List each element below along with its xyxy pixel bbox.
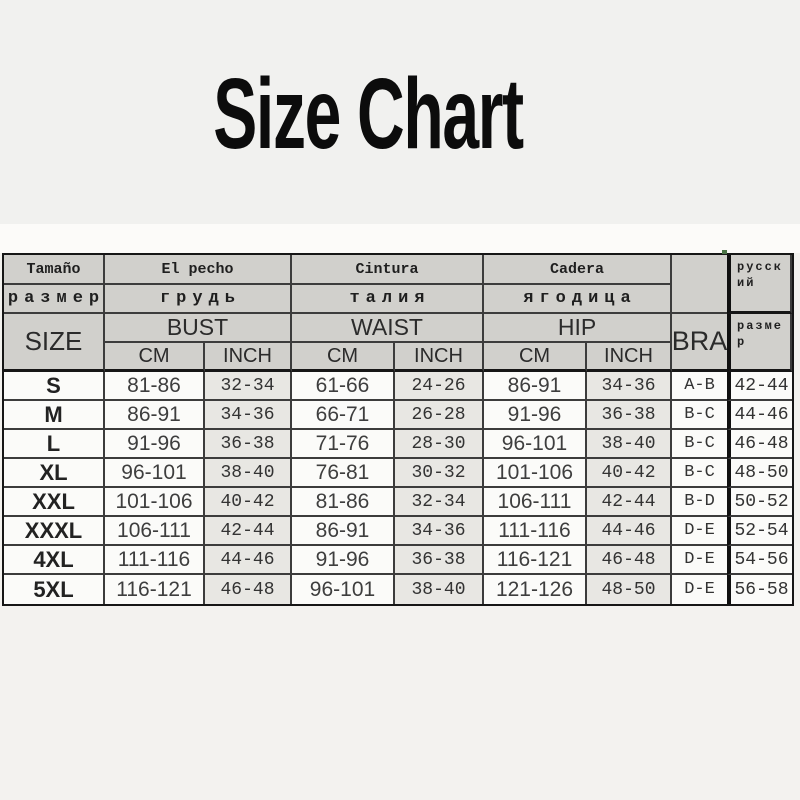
bra-cell: B-D bbox=[672, 488, 727, 517]
ru-cell: 42-44 bbox=[727, 372, 792, 401]
page-background-top bbox=[0, 0, 800, 224]
ru-cell: 46-48 bbox=[727, 430, 792, 459]
header-hip-en: HIP bbox=[484, 314, 672, 343]
header-size-ru: размер bbox=[4, 285, 105, 314]
bust-inch-cell: 36-38 bbox=[205, 430, 292, 459]
bust-cm-cell: 91-96 bbox=[105, 430, 205, 459]
header-hip-es: Cadera bbox=[484, 255, 672, 285]
ru-cell: 44-46 bbox=[727, 401, 792, 430]
empty-header-cell bbox=[672, 255, 727, 314]
ru-cell: 52-54 bbox=[727, 517, 792, 546]
hip-inch-cell: 38-40 bbox=[587, 430, 672, 459]
header-bust-cm: CM bbox=[105, 343, 205, 372]
bust-cm-cell: 106-111 bbox=[105, 517, 205, 546]
size-cell: 5XL bbox=[4, 575, 105, 604]
hip-cm-cell: 86-91 bbox=[484, 372, 587, 401]
header-russian-size: размер bbox=[727, 314, 792, 372]
bra-cell: D-E bbox=[672, 575, 727, 604]
bra-cell: B-C bbox=[672, 401, 727, 430]
size-cell: S bbox=[4, 372, 105, 401]
waist-cm-cell: 61-66 bbox=[292, 372, 395, 401]
bust-cm-cell: 111-116 bbox=[105, 546, 205, 575]
bust-cm-cell: 96-101 bbox=[105, 459, 205, 488]
ru-cell: 56-58 bbox=[727, 575, 792, 604]
waist-inch-cell: 32-34 bbox=[395, 488, 484, 517]
size-cell: XXXL bbox=[4, 517, 105, 546]
hip-cm-cell: 116-121 bbox=[484, 546, 587, 575]
header-waist-cm: CM bbox=[292, 343, 395, 372]
size-cell: L bbox=[4, 430, 105, 459]
bust-inch-cell: 34-36 bbox=[205, 401, 292, 430]
header-bust-inch: INCH bbox=[205, 343, 292, 372]
header-hip-inch: INCH bbox=[587, 343, 672, 372]
header-hip-cm: CM bbox=[484, 343, 587, 372]
hip-inch-cell: 44-46 bbox=[587, 517, 672, 546]
bust-cm-cell: 81-86 bbox=[105, 372, 205, 401]
waist-cm-cell: 76-81 bbox=[292, 459, 395, 488]
bust-inch-cell: 44-46 bbox=[205, 546, 292, 575]
title-underband bbox=[0, 224, 800, 253]
header-hip-ru: ягодица bbox=[484, 285, 672, 314]
size-cell: XL bbox=[4, 459, 105, 488]
hip-cm-cell: 101-106 bbox=[484, 459, 587, 488]
waist-cm-cell: 81-86 bbox=[292, 488, 395, 517]
header-bust-ru: грудь bbox=[105, 285, 292, 314]
waist-inch-cell: 28-30 bbox=[395, 430, 484, 459]
waist-cm-cell: 86-91 bbox=[292, 517, 395, 546]
header-waist-ru: талия bbox=[292, 285, 484, 314]
header-waist-en: WAIST bbox=[292, 314, 484, 343]
size-cell: M bbox=[4, 401, 105, 430]
header-size-es: Tamaño bbox=[4, 255, 105, 285]
hip-cm-cell: 106-111 bbox=[484, 488, 587, 517]
bra-cell: B-C bbox=[672, 459, 727, 488]
corner-artifact bbox=[722, 250, 727, 254]
size-cell: XXL bbox=[4, 488, 105, 517]
bust-inch-cell: 38-40 bbox=[205, 459, 292, 488]
hip-inch-cell: 48-50 bbox=[587, 575, 672, 604]
header-bra: BRA bbox=[672, 314, 727, 372]
hip-inch-cell: 42-44 bbox=[587, 488, 672, 517]
waist-inch-cell: 24-26 bbox=[395, 372, 484, 401]
bust-cm-cell: 116-121 bbox=[105, 575, 205, 604]
waist-cm-cell: 91-96 bbox=[292, 546, 395, 575]
bra-cell: D-E bbox=[672, 546, 727, 575]
hip-inch-cell: 36-38 bbox=[587, 401, 672, 430]
waist-inch-cell: 26-28 bbox=[395, 401, 484, 430]
ru-cell: 54-56 bbox=[727, 546, 792, 575]
hip-cm-cell: 111-116 bbox=[484, 517, 587, 546]
waist-inch-cell: 34-36 bbox=[395, 517, 484, 546]
header-size-en: SIZE bbox=[4, 314, 105, 372]
header-waist-es: Cintura bbox=[292, 255, 484, 285]
ru-cell: 48-50 bbox=[727, 459, 792, 488]
header-russian: русский bbox=[727, 255, 792, 314]
waist-inch-cell: 38-40 bbox=[395, 575, 484, 604]
waist-cm-cell: 71-76 bbox=[292, 430, 395, 459]
bra-cell: D-E bbox=[672, 517, 727, 546]
bust-inch-cell: 42-44 bbox=[205, 517, 292, 546]
hip-inch-cell: 46-48 bbox=[587, 546, 672, 575]
bra-cell: B-C bbox=[672, 430, 727, 459]
waist-cm-cell: 96-101 bbox=[292, 575, 395, 604]
bra-cell: A-B bbox=[672, 372, 727, 401]
page-title: Size Chart bbox=[213, 58, 524, 170]
hip-cm-cell: 121-126 bbox=[484, 575, 587, 604]
ru-cell: 50-52 bbox=[727, 488, 792, 517]
bust-cm-cell: 101-106 bbox=[105, 488, 205, 517]
hip-inch-cell: 40-42 bbox=[587, 459, 672, 488]
waist-inch-cell: 36-38 bbox=[395, 546, 484, 575]
size-chart-table: Tamaño El pecho Cintura Cadera русский р… bbox=[2, 253, 794, 606]
size-cell: 4XL bbox=[4, 546, 105, 575]
bust-inch-cell: 46-48 bbox=[205, 575, 292, 604]
hip-cm-cell: 91-96 bbox=[484, 401, 587, 430]
header-bust-en: BUST bbox=[105, 314, 292, 343]
hip-cm-cell: 96-101 bbox=[484, 430, 587, 459]
waist-cm-cell: 66-71 bbox=[292, 401, 395, 430]
header-waist-inch: INCH bbox=[395, 343, 484, 372]
waist-inch-cell: 30-32 bbox=[395, 459, 484, 488]
bust-inch-cell: 32-34 bbox=[205, 372, 292, 401]
hip-inch-cell: 34-36 bbox=[587, 372, 672, 401]
bust-cm-cell: 86-91 bbox=[105, 401, 205, 430]
bust-inch-cell: 40-42 bbox=[205, 488, 292, 517]
header-bust-es: El pecho bbox=[105, 255, 292, 285]
